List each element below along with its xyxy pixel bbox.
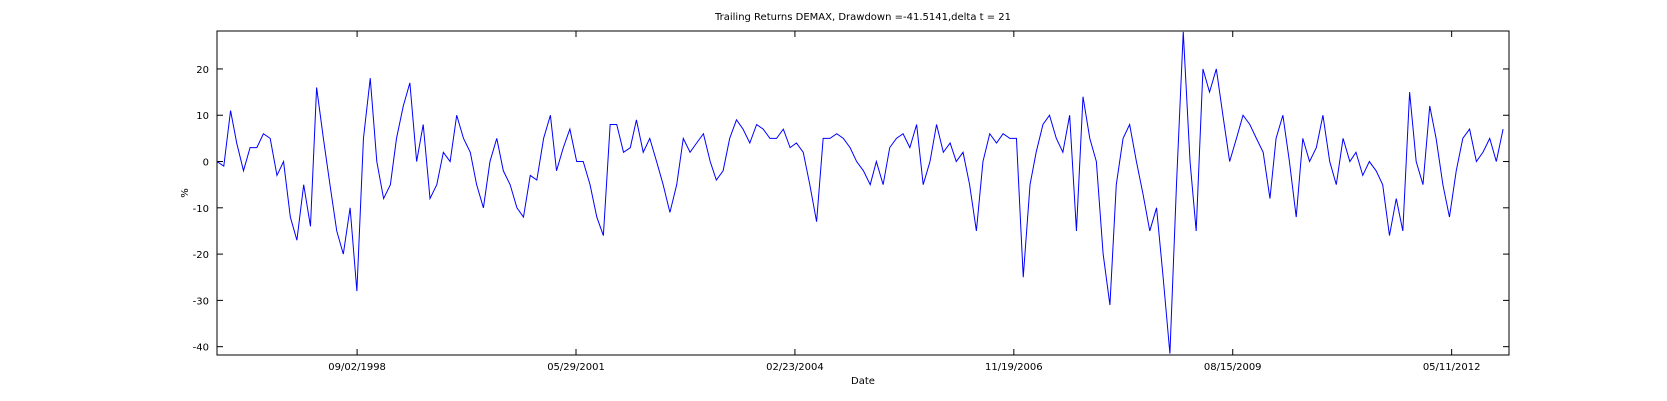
plot-frame	[216, 30, 1510, 356]
y-tick-label: 0	[203, 158, 209, 169]
y-tick-label: -20	[193, 250, 209, 261]
y-tick-label: -10	[193, 204, 209, 215]
x-tick-label: 02/23/2004	[766, 362, 824, 373]
x-axis-label: Date	[851, 376, 875, 387]
y-tick-label: -30	[193, 296, 209, 307]
data-line	[217, 31, 1504, 354]
y-tick-label: 10	[196, 111, 209, 122]
y-tick-label: 20	[196, 65, 209, 76]
y-tick-label: -40	[193, 343, 209, 354]
y-axis-label: %	[180, 188, 191, 198]
x-tick-label: 09/02/1998	[328, 362, 386, 373]
x-tick-label: 05/29/2001	[547, 362, 605, 373]
chart-title: Trailing Returns DEMAX, Drawdown =-41.51…	[714, 12, 1011, 23]
x-tick-label: 11/19/2006	[985, 362, 1043, 373]
x-tick-label: 05/11/2012	[1423, 362, 1481, 373]
x-tick-label: 08/15/2009	[1204, 362, 1262, 373]
